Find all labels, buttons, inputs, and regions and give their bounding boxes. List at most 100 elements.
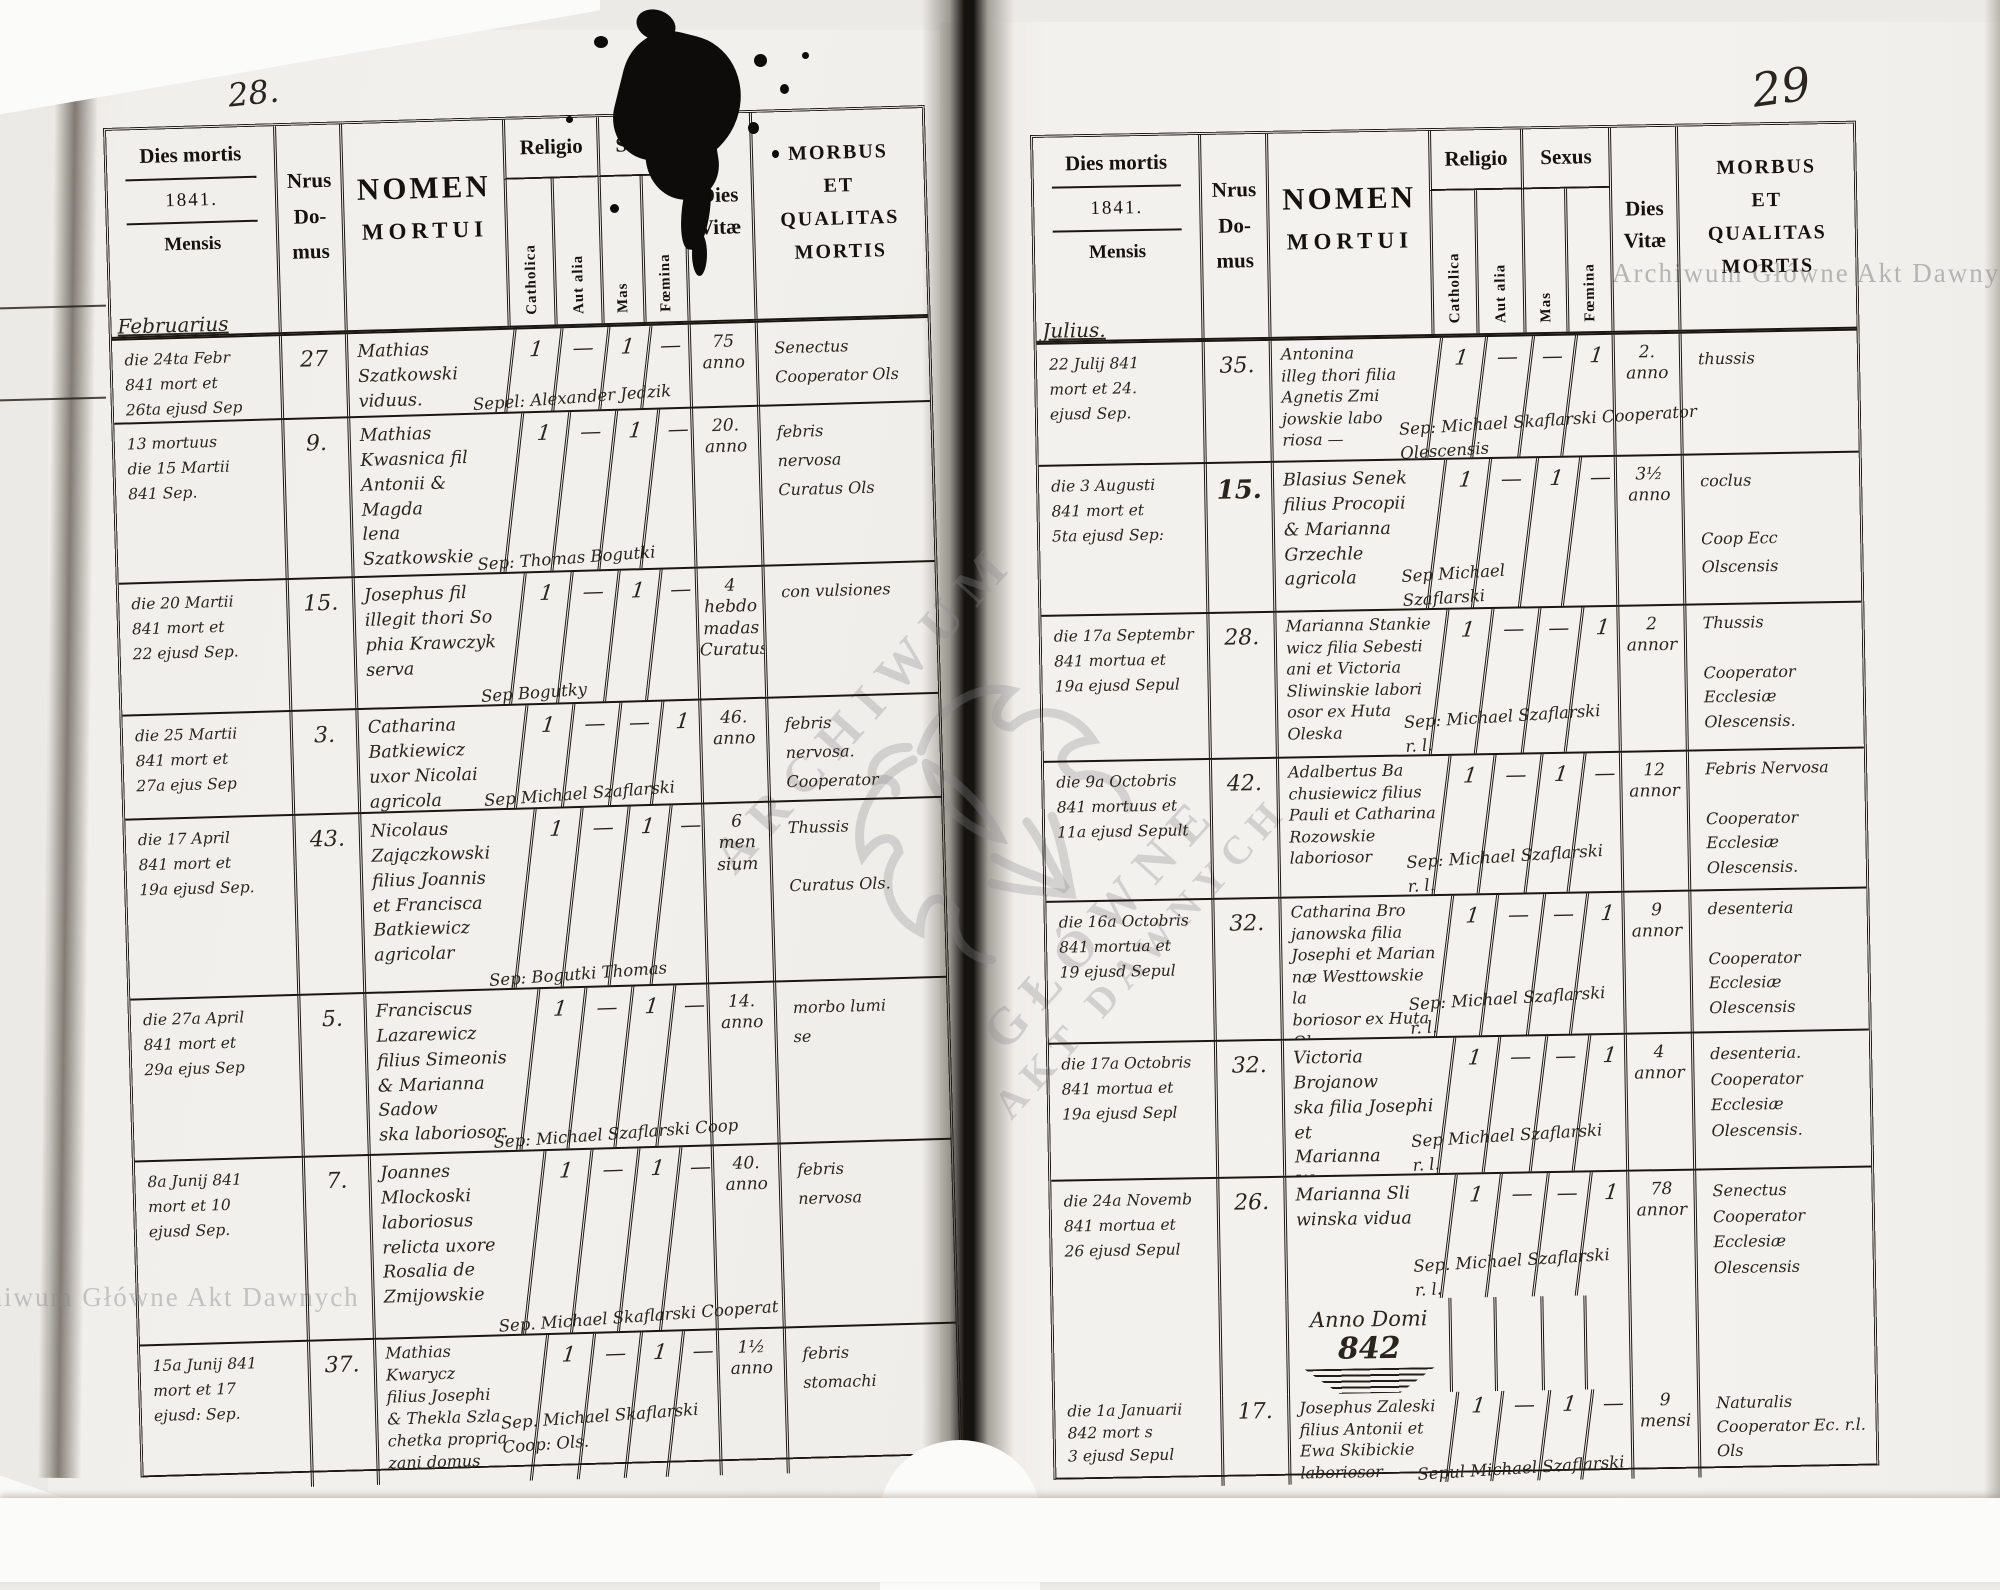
table-row: die 16a Octobris 841 mortua et 19 ejusd …	[1046, 886, 1869, 1043]
archive-watermark-bottom-left: Archiwum Główne Akt Dawnych	[0, 1282, 360, 1312]
empty-cell	[1695, 1290, 1875, 1388]
header-divider	[127, 219, 258, 226]
nomen-cell: Nicolaus Zajączkowski filius Joannis et …	[358, 809, 527, 993]
col-header-nrus-domus: Nrus Do- mus	[273, 124, 345, 333]
right-page-table: Dies mortis 1841. Mensis Julius. Nrus Do…	[1030, 120, 1880, 1486]
morbus-cell: con vulsiones	[761, 561, 939, 697]
header-label: Aut alia	[569, 254, 587, 315]
nomen-cell: Joannes Mlockoski laboriosus relicta uxo…	[367, 1151, 536, 1338]
table-row: 15a Junij 841 mort et 17 ejusd: Sep. 37.…	[139, 1321, 960, 1492]
dies-mortis-cell: die 24ta Febr 841 mort et 26ta ejusd Sep	[124, 348, 243, 420]
dies-mortis-cell: die 20 Martii 841 mort et 22 ejusd Sep.	[131, 592, 239, 663]
morbus-cell: febris nervosa. Cooperator	[765, 693, 941, 801]
dies-mortis-cell: die 9a Octobris 841 mortuus et 11a ejusd…	[1056, 771, 1189, 842]
col-header-religio: Religio	[1427, 129, 1522, 192]
header-label: Fœmina	[1580, 262, 1598, 322]
morbus-cell: febris nervosa	[777, 1139, 956, 1327]
house-number-cell: 32.	[1211, 898, 1281, 1040]
morbus-cell: desenteria Cooperator Ecclesiæ Olescensi…	[1688, 888, 1869, 1032]
col-header-catholica: Catholica	[1429, 190, 1477, 335]
header-label: Aut alia	[1491, 263, 1509, 323]
left-page-table: Dies mortis 1841. Mensis Februarius Nrus…	[103, 105, 963, 1492]
ink-blot-part	[754, 54, 767, 67]
col-header-religio: Religio	[501, 117, 598, 180]
morbus-cell: Senectus Cooperator Ols	[754, 318, 930, 405]
book-spine-shadow	[922, 0, 1014, 1510]
empty-cell	[1493, 1296, 1542, 1392]
table-row: die 17a Octobris 841 mortua et 19a ejusd…	[1048, 1028, 1872, 1180]
col-header-aut-alia: Aut alia	[1474, 189, 1524, 334]
col-header-catholica: Catholica	[503, 178, 555, 326]
house-number-cell: 3.	[289, 710, 359, 814]
ink-blot-part	[610, 204, 619, 213]
dies-mortis-cell: die 16a Octobris 841 mortua et 19 ejusd …	[1058, 911, 1189, 982]
header-year: 1841.	[164, 188, 219, 212]
dies-mortis-cell: 22 Julij 841 mort et 24. ejusd Sep.	[1048, 354, 1140, 424]
header-year: 1841.	[1090, 197, 1144, 219]
dies-mortis-cell: 13 mortuus die 15 Martii 841 Sep.	[126, 432, 231, 504]
empty-cell	[1448, 1297, 1495, 1392]
col-header-morbus: MORBUS ET QUALITAS MORTIS	[1674, 123, 1857, 330]
col-header-morbus: MORBUS ET QUALITAS MORTIS	[748, 108, 928, 319]
header-divider	[1052, 228, 1182, 233]
header-label: NOMEN	[356, 168, 492, 207]
col-header-foemina: Fœmina	[1564, 187, 1612, 332]
table-row: 13 mortuus die 15 Martii 841 Sep. 9. Mat…	[114, 400, 935, 583]
morbus-cell: morbo lumi se	[773, 977, 951, 1143]
dies-mortis-cell: 8a Junij 841 mort et 10 ejusd Sep.	[147, 1170, 243, 1241]
morbus-cell: Senectus Cooperator Ecclesiæ Olescensis	[1693, 1167, 1874, 1294]
anno-domini-year: 842	[1337, 1330, 1401, 1367]
header-label: Fœmina	[656, 252, 675, 312]
archive-watermark-top-right: Archiwum Główne Akt Dawnych	[1612, 258, 2000, 288]
header-label: Dies mortis	[138, 141, 242, 168]
house-number-cell: 15.	[285, 578, 356, 711]
table-header: Dies mortis 1841. Mensis Februarius Nrus…	[106, 108, 928, 339]
empty-cell	[1540, 1295, 1585, 1391]
left-page-paper	[48, 30, 940, 1498]
dies-mortis-cell: die 27a April 841 mort et 29a ejus Sep	[142, 1008, 245, 1079]
header-label: Mas	[1537, 291, 1554, 323]
col-header-mas: Mas	[597, 176, 644, 324]
header-divider	[1052, 184, 1181, 189]
ink-blot-part	[748, 122, 759, 134]
table-row: 22 Julij 841 mort et 24. ejusd Sep. 35. …	[1036, 328, 1859, 465]
ink-blot-part	[692, 232, 707, 276]
empty-cell	[1583, 1294, 1630, 1390]
col-header-dies-mortis: Dies mortis 1841. Mensis Februarius	[106, 126, 279, 337]
scan-bed-bottom	[0, 1498, 2000, 1582]
col-header-sexus: Sexus	[1519, 127, 1610, 190]
ink-blot-part	[772, 150, 779, 158]
house-number-cell: 32.	[1213, 1040, 1284, 1177]
morbus-cell: desenteria. Cooperator Ecclesiæ Olescens…	[1690, 1030, 1872, 1169]
house-number-cell: 17.	[1220, 1394, 1289, 1486]
table-row: 8a Junij 841 mort et 10 ejusd Sep. 7. Jo…	[134, 1137, 956, 1345]
morbus-cell: Thussis Curatus Ols.	[768, 797, 947, 981]
house-number-cell: 27	[278, 334, 348, 419]
header-label: MORTUI	[361, 216, 489, 245]
col-header-nrus-domus: Nrus Do- mus	[1198, 133, 1269, 339]
mensis-value: Julius.	[1042, 317, 1106, 341]
dies-mortis-cell: die 25 Martii 841 mort et 27a ejus Sep	[134, 724, 238, 795]
right-page-paper	[940, 22, 2000, 1498]
dies-mortis-cell: die 17a Octobris 841 mortua et 19a ejusd…	[1061, 1053, 1192, 1124]
empty-cell	[1053, 1302, 1220, 1399]
morbus-cell: Febris Nervosa Cooperator Ecclesiæ Olesc…	[1685, 748, 1867, 890]
header-mensis: Mensis	[163, 232, 222, 256]
col-header-nomen-mortui: NOMEN MORTUI	[1265, 131, 1432, 337]
morbus-cell: coclus Coop Ecc Olscensis	[1680, 452, 1862, 604]
table-row: die 1a Januarii 842 mort s 3 ejusd Sepul…	[1055, 1384, 1877, 1488]
table-row: die 17a Septembr 841 mortua et 19a ejusd…	[1041, 600, 1864, 761]
col-header-aut-alia: Aut alia	[550, 177, 602, 325]
col-header-dies-vitae: Dies Vitæ	[1607, 126, 1679, 331]
table-row: die 27a April 841 mort et 29a ejus Sep 5…	[130, 975, 951, 1161]
house-number-cell: 9.	[281, 418, 352, 579]
col-header-nomen-mortui: NOMEN MORTUI	[338, 119, 508, 331]
dies-mortis-cell: die 17 April 841 mort et 19a ejusd Sep.	[137, 828, 255, 899]
header-mensis: Mensis	[1088, 240, 1147, 263]
header-label: MORTUI	[1286, 227, 1414, 255]
anno-domini-row: Anno Domi 842	[1053, 1290, 1875, 1398]
house-number-cell: 37.	[306, 1339, 377, 1487]
dies-mortis-cell: die 1a Januarii 842 mort s 3 ejusd Sepul	[1067, 1400, 1183, 1466]
morbus-cell: Thussis Cooperator Ecclesiæ Olescensis.	[1683, 602, 1864, 750]
header-label: Mas	[614, 281, 632, 313]
